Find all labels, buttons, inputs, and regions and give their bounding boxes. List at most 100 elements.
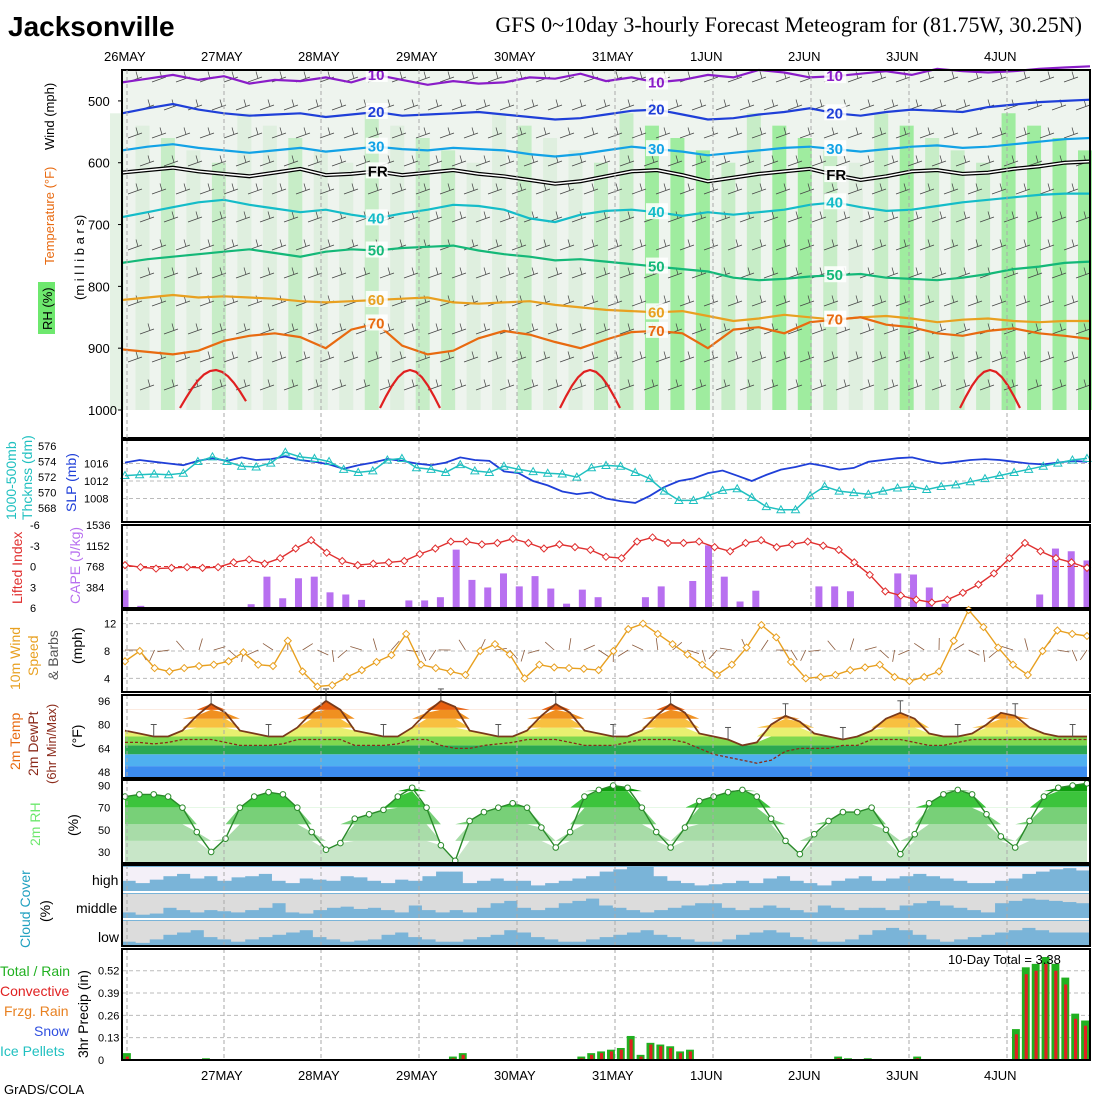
cloud-gap-low: [367, 921, 382, 940]
cloud-gap-middle: [258, 894, 273, 908]
wind-barb: [727, 295, 743, 307]
cloud-gap-high: [653, 867, 668, 877]
isotherm-40: [121, 192, 1090, 224]
wind-barb: [667, 99, 683, 111]
thickness-point: [586, 462, 597, 472]
cloud-gap-low: [694, 921, 709, 942]
wind-barb: [499, 379, 515, 391]
wind-barb: [475, 267, 491, 279]
li-point: [1005, 553, 1014, 563]
top-date-label: 29MAY: [396, 49, 438, 64]
wind-barb: [451, 155, 467, 167]
thickness-point: [1067, 454, 1078, 464]
rh-shading: [517, 125, 532, 411]
li-point: [198, 563, 207, 573]
wind-barb: [1063, 71, 1079, 83]
thickness-point: [907, 481, 917, 490]
wind-barb: [427, 323, 443, 335]
cloud-gap-low: [326, 921, 341, 940]
thickness-point: [193, 456, 203, 466]
rh-shading: [568, 150, 583, 410]
surface-wind-barb: [176, 640, 185, 651]
wind-barb: [619, 267, 635, 279]
isotherm-60: [121, 293, 1090, 324]
temp2m-label1: 2m Temp: [7, 712, 23, 770]
wind-barb: [823, 239, 839, 251]
thickness-point: [1023, 464, 1034, 473]
wind-barb: [715, 323, 731, 335]
rh-point: [150, 791, 158, 798]
wind-barb: [235, 211, 251, 223]
li-point: [648, 533, 657, 542]
isotherm-label: 20: [826, 105, 843, 122]
thickness-point: [469, 465, 480, 475]
cloud-gap-high: [408, 867, 423, 881]
surface-wind-barb: [391, 640, 400, 651]
cloud-gap-middle: [190, 894, 205, 913]
cape-bar: [925, 587, 933, 608]
thickness-point: [878, 486, 888, 495]
cloud-gap-middle: [899, 894, 914, 906]
temp-tick-label: 96: [98, 696, 110, 708]
wind-barb: [571, 155, 587, 167]
wind-barb: [787, 379, 803, 391]
wind-barb: [931, 267, 947, 279]
isotherm-label-bg: [365, 103, 388, 120]
pressure-tick-label: 600: [88, 156, 110, 171]
isotherm-label-bg: [365, 162, 388, 179]
temp2m-label3: (6hr Min/Max): [44, 704, 59, 784]
li-point: [229, 558, 238, 567]
li-tick-label: 3: [30, 582, 36, 594]
wind-barb: [223, 127, 239, 139]
rh-point: [365, 811, 373, 818]
precip-convective-bar: [1083, 1025, 1088, 1060]
wind-barb: [403, 155, 419, 167]
rh-point: [538, 824, 545, 831]
precip-legend-ice: Ice Pellets: [0, 1043, 65, 1059]
thickness-point: [134, 469, 145, 479]
cloud-gap-low: [994, 921, 1009, 933]
bottom-date-label: 3JUN: [886, 1068, 919, 1083]
wind-barb: [871, 351, 887, 363]
wind-barb: [775, 127, 791, 139]
cape-bar: [421, 600, 429, 608]
cape-bar: [941, 603, 949, 608]
rh-point: [193, 828, 201, 836]
rh-shading: [695, 150, 710, 410]
surface-wind-barb: [672, 641, 683, 651]
rh-shading: [390, 125, 405, 411]
li-point: [555, 540, 564, 549]
rh-tick-label: 70: [98, 803, 110, 815]
thickness-label2: Thcknss (dm): [19, 435, 35, 520]
cloud-gap-low: [435, 921, 450, 942]
wind-speed-point: [934, 667, 944, 676]
wind-speed-point: [845, 665, 855, 675]
wind-barb: [763, 323, 779, 335]
cloud-gap-high: [790, 867, 805, 881]
wind-barb: [187, 99, 203, 111]
cape-bar: [736, 601, 744, 608]
cloud-gap-high: [476, 867, 491, 881]
cloud-gap-low: [231, 921, 246, 942]
wind-barb: [283, 323, 299, 335]
cloud-gap-high: [735, 867, 750, 881]
cloud-gap-middle: [244, 894, 259, 911]
wind-speed-point: [949, 636, 959, 645]
wind-barb: [763, 267, 779, 279]
isotherm-label-bg: [365, 241, 388, 258]
wind-barb: [895, 183, 911, 195]
wind-barb: [1051, 211, 1067, 223]
thickness-point: [761, 501, 772, 511]
wind-speed-point: [283, 636, 293, 645]
wind-barb: [535, 351, 551, 363]
cloud-gap-low: [940, 921, 955, 942]
wind-barb: [691, 99, 707, 111]
wind-barb: [319, 351, 335, 363]
isotherm-20: [121, 98, 1091, 121]
cloud-gap-high: [162, 867, 178, 877]
wind-barb: [775, 183, 791, 195]
li-point: [850, 558, 859, 567]
wind-barb: [463, 127, 479, 139]
freezing-line-core: [121, 160, 1091, 185]
